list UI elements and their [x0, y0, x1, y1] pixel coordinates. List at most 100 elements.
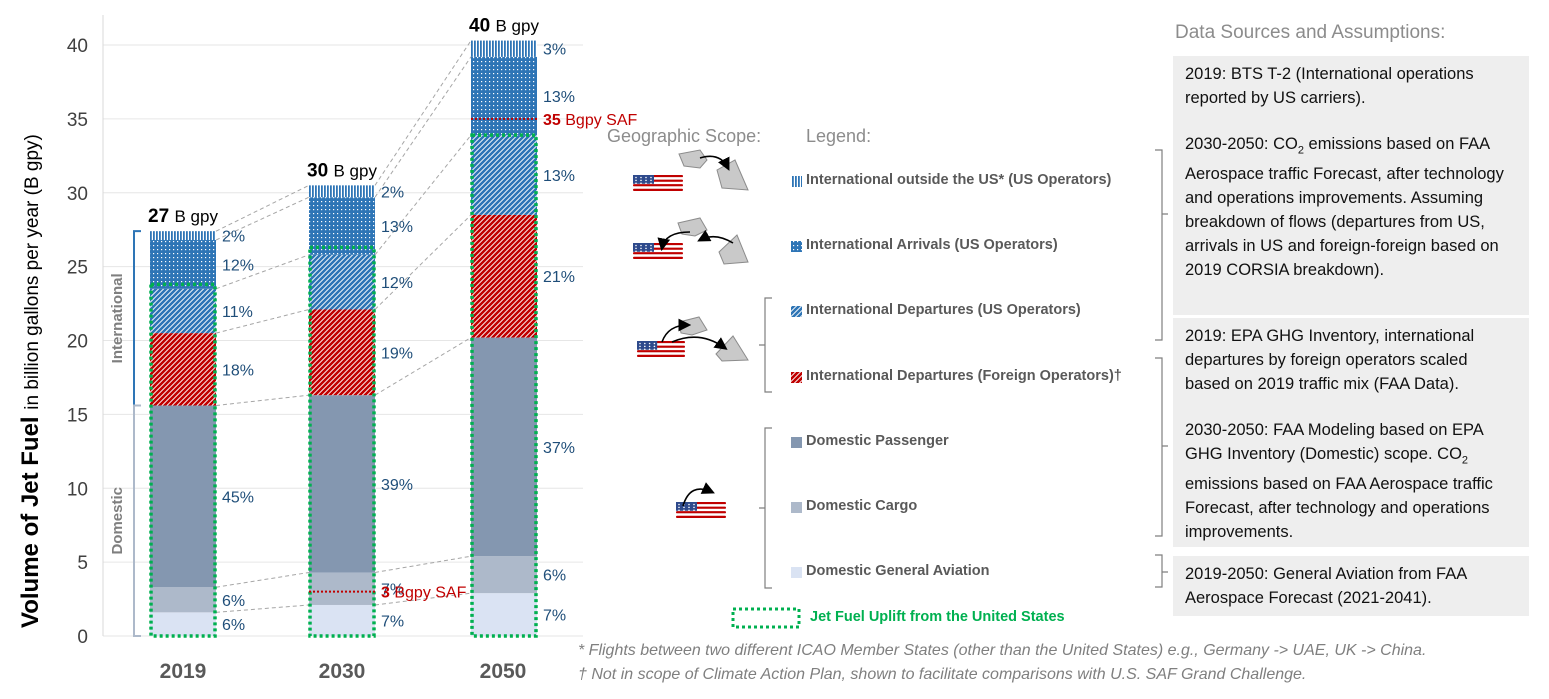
country-icon — [718, 234, 749, 265]
y-tick-label: 5 — [77, 553, 88, 574]
country-icon — [678, 149, 708, 169]
bar-segment-international-arrivals-us-operators-2030 — [309, 197, 375, 255]
connector-line — [374, 555, 472, 573]
footnote-dagger: † Not in scope of Climate Action Plan, s… — [578, 666, 1307, 683]
data-label-international-outside-the-us-us-operators-2050: 3% — [543, 42, 566, 59]
sources-title: Data Sources and Assumptions: — [1175, 22, 1446, 43]
source-box-general-aviation: 2019-2050: General Aviation from FAA Aer… — [1173, 556, 1529, 616]
connector-line — [215, 308, 310, 334]
source-2019-international: 2019: BTS T-2 (International operations … — [1185, 65, 1474, 107]
source-general-aviation: 2019-2050: General Aviation from FAA Aer… — [1185, 565, 1467, 607]
y-tick-label: 0 — [77, 627, 88, 648]
flight-arrow-icon — [671, 336, 728, 350]
icon-layer — [633, 149, 749, 518]
bar-segment-domestic-passenger-2019 — [150, 405, 216, 588]
data-label-domestic-passenger-2050: 37% — [543, 440, 575, 457]
source-bracket-2 — [1155, 357, 1168, 537]
y-axis-title: Volume of Jet Fuel in billion gallons pe… — [17, 134, 44, 628]
connector-line — [215, 184, 310, 232]
bar-segment-international-departures-us-operators-2019 — [150, 288, 216, 334]
country-icon — [716, 159, 749, 191]
source-2030-2050-international: 2030-2050: CO2 emissions based on FAA Ae… — [1185, 135, 1504, 280]
saf-label-2030: 3 Bgpy SAF — [381, 585, 467, 602]
source-box-domestic: 2019: EPA GHG Inventory, international d… — [1173, 318, 1529, 547]
bar-segment-domestic-cargo-2050 — [471, 556, 537, 594]
legend-swatch-domestic-passenger — [791, 437, 802, 448]
bar-segment-international-arrivals-us-operators-2019 — [150, 240, 216, 289]
connector-line — [215, 196, 310, 241]
source-bracket-1 — [1155, 149, 1168, 341]
bar-segment-domestic-passenger-2050 — [471, 337, 537, 557]
bar-segment-domestic-general-aviation-2019 — [150, 612, 216, 636]
total-label-2019: 27 B gpy — [148, 206, 218, 227]
data-label-domestic-cargo-2030: 7% — [381, 582, 404, 599]
bar-segment-international-outside-the-us-us-operators-2030 — [309, 185, 375, 198]
bar-segment-international-outside-the-us-us-operators-2050 — [471, 40, 537, 57]
data-label-international-departures-us-operators-2050: 13% — [543, 168, 575, 185]
connector-line — [374, 214, 472, 310]
bar-segment-international-departures-us-operators-2030 — [309, 254, 375, 310]
legend-label-international-departures-us: International Departures (US Operators) — [806, 302, 1081, 318]
source-2030-2050-domestic: 2030-2050: FAA Modeling based on EPA GHG… — [1185, 421, 1493, 542]
bar-segment-international-arrivals-us-operators-2050 — [471, 56, 537, 136]
legend-swatch-domestic-general-aviation — [791, 567, 802, 578]
bar-segment-international-departures-foreign-operators-2019 — [150, 333, 216, 406]
bar-segment-international-departures-foreign-operators-2050 — [471, 214, 537, 338]
connector-line — [215, 394, 310, 407]
total-label-2050: 40 B gpy — [469, 16, 539, 37]
legend-bracket-domestic — [759, 427, 772, 589]
legend-label-international-departures-foreign: International Departures (Foreign Operat… — [806, 368, 1122, 384]
y-tick-label: 25 — [67, 258, 88, 279]
connector-line — [374, 592, 472, 606]
data-label-domestic-cargo-2050: 6% — [543, 568, 566, 585]
us-flag-icon — [633, 175, 683, 191]
y-tick-label: 30 — [67, 184, 88, 205]
data-label-international-departures-us-operators-2030: 12% — [381, 275, 413, 292]
country-icon — [715, 335, 749, 362]
connector-line — [374, 337, 472, 396]
data-label-domestic-general-aviation-2019: 6% — [222, 617, 245, 634]
legend-swatch-international-outside-the-us-us-operators — [791, 176, 802, 187]
y-tick-label: 40 — [67, 36, 88, 57]
us-flag-icon — [676, 502, 726, 518]
data-label-domestic-passenger-2019: 45% — [222, 489, 254, 506]
legend-swatch-domestic-cargo — [791, 502, 802, 513]
bar-segment-international-departures-us-operators-2050 — [471, 135, 537, 215]
legend-swatch-international-departures-us-operators — [791, 306, 802, 317]
data-label-international-departures-foreign-operators-2019: 18% — [222, 362, 254, 379]
connector-line — [374, 40, 472, 186]
legend-swatch-international-departures-foreign-operators — [791, 372, 802, 383]
legend-label-domestic-general-aviation: Domestic General Aviation — [806, 563, 990, 579]
scope-title: Geographic Scope: — [607, 126, 762, 146]
data-label-international-arrivals-us-operators-2019: 12% — [222, 257, 254, 274]
us-flag-icon — [637, 341, 685, 357]
x-tick-label: 2030 — [319, 660, 366, 683]
total-label-2030: 30 B gpy — [307, 160, 377, 181]
data-label-domestic-cargo-2019: 6% — [222, 593, 245, 610]
group-bracket — [133, 230, 141, 407]
legend-title: Legend: — [806, 126, 872, 146]
bar-layer — [149, 40, 538, 638]
group-label-international: International — [109, 273, 126, 363]
flight-arrow-icon — [682, 482, 715, 507]
flight-arrow-icon — [657, 231, 691, 252]
bar-segment-international-departures-foreign-operators-2030 — [309, 309, 375, 396]
data-label-international-arrivals-us-operators-2030: 13% — [381, 219, 413, 236]
uplift-legend-label: Jet Fuel Uplift from the United States — [810, 609, 1065, 625]
data-label-international-outside-the-us-us-operators-2030: 2% — [381, 184, 404, 201]
connector-line — [215, 254, 310, 290]
legend-label-international-outside: International outside the US* (US Operat… — [806, 172, 1112, 188]
bar-segment-domestic-cargo-2019 — [150, 587, 216, 613]
bar-segment-domestic-passenger-2030 — [309, 395, 375, 573]
uplift-outline-2019 — [149, 282, 217, 638]
us-flag-icon — [633, 243, 683, 259]
legend-swatch-international-arrivals-us-operators — [791, 241, 802, 252]
connector-line — [374, 56, 472, 198]
bar-segment-domestic-general-aviation-2050 — [471, 593, 537, 636]
source-bracket-3 — [1155, 554, 1168, 588]
flight-arrow-icon — [661, 318, 692, 343]
saf-label-2050: 35 Bgpy SAF — [543, 112, 638, 129]
data-label-domestic-passenger-2030: 39% — [381, 477, 413, 494]
y-tick-label: 15 — [67, 405, 88, 426]
